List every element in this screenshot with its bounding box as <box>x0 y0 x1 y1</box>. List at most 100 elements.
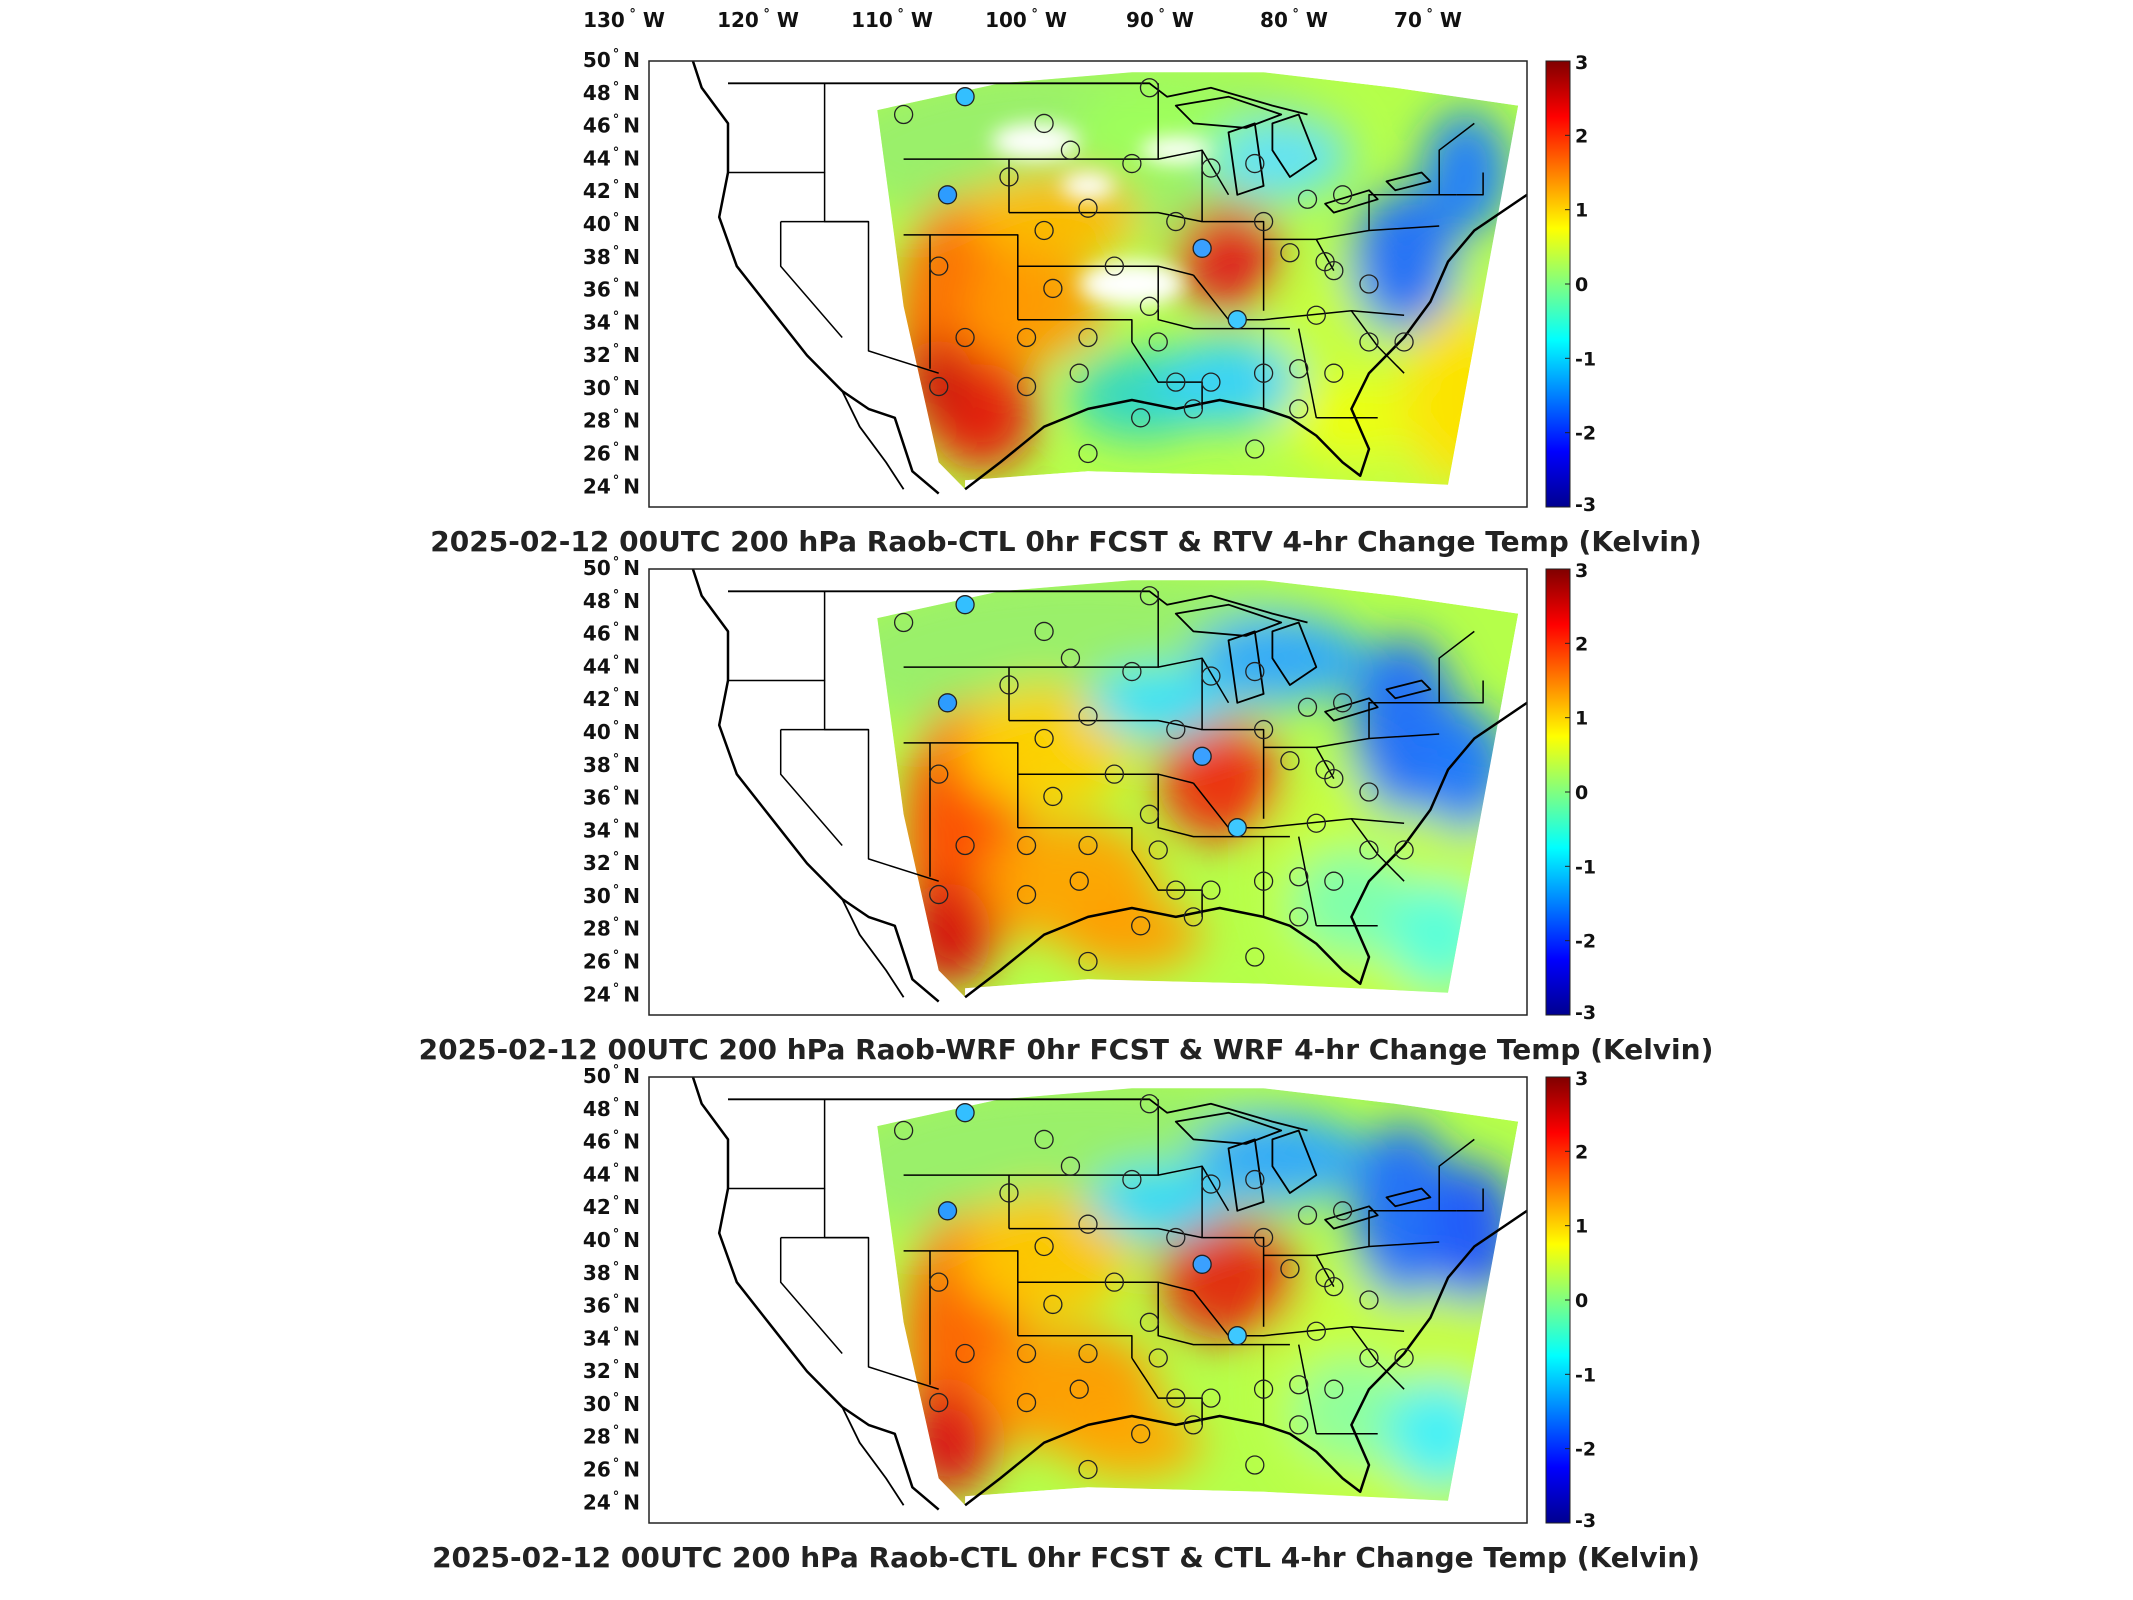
colorbar: 3 2 1 0 -1 -2 -3 <box>1545 52 1596 516</box>
station-marker <box>1289 1375 1309 1395</box>
map-panel <box>648 1076 1528 1524</box>
state-border <box>903 234 1019 320</box>
colorbar-tick-label: 3 <box>1575 1068 1588 1090</box>
station-marker <box>1201 880 1221 900</box>
colorbar-tick-label: -1 <box>1575 348 1596 370</box>
station-marker <box>999 1183 1019 1203</box>
station-marker <box>1034 1129 1054 1150</box>
station-marker <box>1192 238 1212 258</box>
lake-outline <box>1271 621 1318 686</box>
station-marker <box>999 167 1019 187</box>
lat-label: 46 ° N <box>583 1129 640 1154</box>
colorbar-tick-label: -1 <box>1575 856 1596 878</box>
station-marker <box>1139 296 1160 316</box>
station-marker <box>1253 1227 1274 1248</box>
colorbar-tick-label: 2 <box>1575 125 1588 147</box>
station-marker <box>1139 78 1160 98</box>
lon-label: 100 ° W <box>985 7 1067 32</box>
country-border <box>728 590 1308 624</box>
state-border <box>1009 1099 1159 1176</box>
state-border <box>1201 149 1230 196</box>
station-marker <box>1306 305 1326 325</box>
lake-outline <box>1271 1129 1318 1194</box>
state-border <box>1368 702 1457 739</box>
station-marker <box>1192 746 1212 766</box>
station-marker <box>1324 363 1344 383</box>
station-marker <box>1139 804 1160 824</box>
station-marker <box>1332 693 1353 713</box>
state-border <box>1368 1210 1457 1247</box>
station-marker <box>929 1272 949 1292</box>
station-marker <box>1034 621 1054 642</box>
svg-text:80 ° W: 80 ° W <box>1260 7 1328 32</box>
lon-label: 90 ° W <box>1126 7 1194 32</box>
station-marker <box>1078 327 1098 348</box>
lat-label: 48 ° N <box>583 80 640 105</box>
station-marker <box>1324 768 1344 789</box>
lat-label: 40 ° N <box>583 211 640 236</box>
state-border <box>1201 1165 1230 1212</box>
station-marker <box>1060 140 1081 160</box>
state-border <box>1009 83 1159 160</box>
colorbar-tick-label: 1 <box>1575 1216 1588 1238</box>
station-marker <box>929 376 949 397</box>
lake-outline <box>1227 630 1265 704</box>
lat-label: 48 ° N <box>583 1096 640 1121</box>
map-boundaries <box>691 61 1527 495</box>
lake-outline <box>1227 122 1265 196</box>
station-marker <box>1034 1236 1054 1257</box>
state-border <box>1131 849 1203 917</box>
station-marker <box>1324 871 1344 891</box>
lat-label: 32 ° N <box>583 850 640 875</box>
state-border <box>1192 782 1405 829</box>
station-marker <box>1332 1201 1353 1221</box>
station-marker <box>1227 818 1247 838</box>
station-marker <box>1139 586 1160 606</box>
station-marker <box>1078 198 1098 218</box>
lake-outline <box>1385 171 1432 192</box>
station-marker <box>1183 399 1204 419</box>
map-panels: 50 ° N 48 ° N 46 ° N 44 ° N 42 ° N 40 ° N 38 ° N 36 ° N 34 ° N 32 ° N… <box>583 47 1596 1532</box>
lat-label: 36 ° N <box>583 785 640 810</box>
svg-text:130 ° W: 130 ° W <box>583 7 665 32</box>
station-marker <box>1306 1321 1326 1341</box>
station-marker <box>1131 1424 1151 1444</box>
station-marker <box>937 1201 958 1221</box>
station-marker <box>955 327 975 348</box>
station-marker <box>1253 211 1274 232</box>
state-border <box>1297 836 1318 926</box>
station-marker <box>929 884 949 905</box>
lat-label: 48 ° N <box>583 588 640 613</box>
coastline <box>691 569 940 1003</box>
station-marker <box>955 1343 975 1364</box>
map-frame <box>648 60 1528 508</box>
coastline <box>964 193 1527 491</box>
lat-label: 38 ° N <box>583 244 640 269</box>
lon-label: 110 ° W <box>851 7 933 32</box>
colorbar-tick-label: -1 <box>1575 1364 1596 1386</box>
station-marker <box>1280 243 1300 263</box>
lat-label: 28 ° N <box>583 916 640 941</box>
station-marker <box>1324 1276 1344 1297</box>
station-marker <box>1034 113 1054 134</box>
station-marker <box>1245 439 1265 459</box>
panel-title: 2025-02-12 00UTC 200 hPa Raob-WRF 0hr FC… <box>419 1033 1714 1066</box>
station-marker <box>1139 1312 1160 1332</box>
lake-outline <box>1227 1138 1265 1212</box>
station-marker <box>1016 376 1037 397</box>
station-marker <box>1359 274 1379 294</box>
station-marker <box>1394 1348 1414 1368</box>
station-marker <box>1359 332 1379 352</box>
lat-label: 50 ° N <box>583 47 640 72</box>
state-border <box>1438 630 1475 703</box>
lake-outline <box>1324 189 1379 214</box>
station-marker <box>1245 153 1265 174</box>
station-marker <box>1297 189 1318 209</box>
lake-outline <box>1174 95 1283 129</box>
lat-label: 46 ° N <box>583 621 640 646</box>
state-border <box>1202 728 1265 819</box>
state-border <box>1131 1357 1203 1425</box>
state-border <box>1456 1188 1484 1212</box>
state-border <box>1157 774 1290 838</box>
lon-label: 130 ° W <box>583 7 665 32</box>
